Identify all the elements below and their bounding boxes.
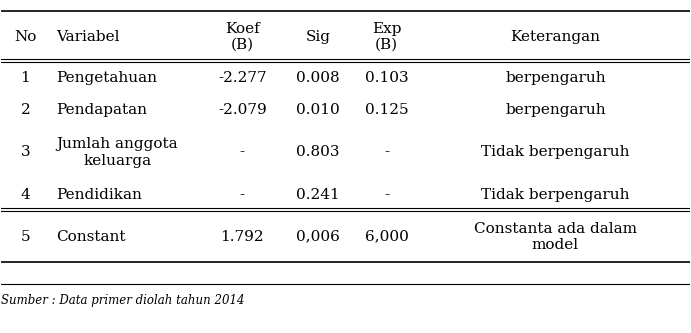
Text: Pendidikan: Pendidikan: [57, 188, 142, 202]
Text: -: -: [384, 188, 389, 202]
Text: No: No: [15, 30, 37, 44]
Text: 0.803: 0.803: [296, 146, 340, 160]
Text: 3: 3: [21, 146, 30, 160]
Text: Constant: Constant: [57, 230, 126, 244]
Text: berpengaruh: berpengaruh: [505, 103, 606, 117]
Text: 2: 2: [21, 103, 30, 117]
Text: 0.103: 0.103: [365, 71, 408, 85]
Text: 0.010: 0.010: [296, 103, 340, 117]
Text: 4: 4: [21, 188, 30, 202]
Text: Sig: Sig: [305, 30, 330, 44]
Text: Sumber : Data primer diolah tahun 2014: Sumber : Data primer diolah tahun 2014: [1, 294, 245, 307]
Text: Pengetahuan: Pengetahuan: [57, 71, 158, 85]
Text: 0,006: 0,006: [296, 230, 340, 244]
Text: -: -: [240, 188, 245, 202]
Text: 1.792: 1.792: [220, 230, 264, 244]
Text: Keterangan: Keterangan: [511, 30, 600, 44]
Text: 0.125: 0.125: [365, 103, 408, 117]
Text: -: -: [240, 146, 245, 160]
Text: Constanta ada dalam
model: Constanta ada dalam model: [474, 221, 637, 252]
Text: 1: 1: [21, 71, 30, 85]
Text: berpengaruh: berpengaruh: [505, 71, 606, 85]
Text: 6,000: 6,000: [365, 230, 409, 244]
Text: -2.277: -2.277: [218, 71, 267, 85]
Text: Jumlah anggota
keluarga: Jumlah anggota keluarga: [57, 138, 178, 167]
Text: Tidak berpengaruh: Tidak berpengaruh: [481, 146, 630, 160]
Text: Koef
(B): Koef (B): [225, 22, 260, 52]
Text: -: -: [384, 146, 389, 160]
Text: Exp
(B): Exp (B): [372, 22, 401, 52]
Text: Variabel: Variabel: [57, 30, 120, 44]
Text: -2.079: -2.079: [218, 103, 267, 117]
Text: Tidak berpengaruh: Tidak berpengaruh: [481, 188, 630, 202]
Text: 5: 5: [21, 230, 30, 244]
Text: 0.241: 0.241: [296, 188, 340, 202]
Text: 0.008: 0.008: [296, 71, 340, 85]
Text: Pendapatan: Pendapatan: [57, 103, 147, 117]
